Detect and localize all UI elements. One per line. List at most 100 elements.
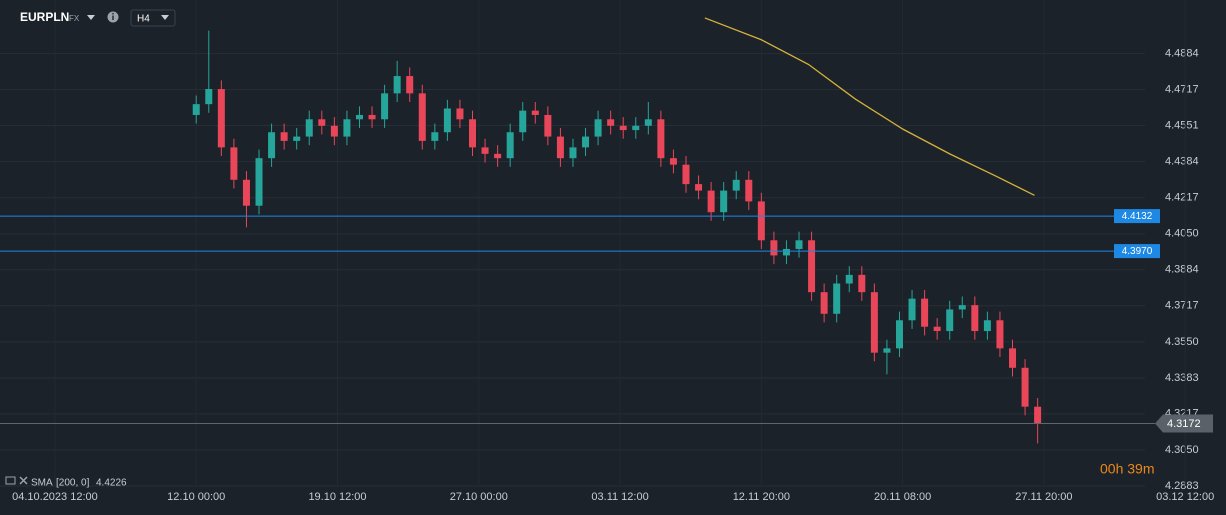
candle-body [393,76,401,94]
candle-body [971,305,979,332]
candle-body [1034,406,1042,424]
candle-body [695,184,703,191]
market: FX [69,14,80,23]
price-level-badge [1114,244,1160,259]
x-tick-label: 04.10.2023 12:00 [12,491,98,503]
candle-body [782,248,790,256]
x-tick-label: 03.11 12:00 [591,491,648,503]
x-tick-label: 12.11 20:00 [733,491,790,503]
candle-body [858,274,866,293]
y-tick-label: 4.4551 [1165,119,1199,131]
candle-body [795,240,803,249]
symbol-dropdown[interactable] [87,15,95,20]
timeframe[interactable]: H4 [137,14,150,25]
indicator-remove-icon[interactable] [19,476,28,485]
y-tick-label: 4.3550 [1165,336,1199,348]
candle-body [833,283,841,314]
candle-body [594,119,602,137]
candle-body [443,108,451,133]
candle-body [870,292,878,353]
y-tick-label: 4.3050 [1165,444,1199,456]
candle-body [958,305,966,310]
candle-body [895,320,903,349]
candle-body [682,164,690,185]
candle-body [381,93,389,120]
candle-body [933,326,941,332]
candle-body [644,119,652,126]
y-tick-label: 4.3717 [1165,300,1199,312]
last-price-badge [1155,414,1213,433]
indicator-settings-icon[interactable] [5,476,16,485]
candle-body [506,132,514,159]
info-icon-glyph [112,13,114,15]
timeframe-box[interactable] [130,9,176,27]
candle-body [330,125,338,137]
candle-body [519,110,527,133]
price-level-label: 4.3970 [1122,246,1153,257]
candle-body [657,119,665,159]
x-tick-label: 20.11 08:00 [874,491,931,503]
info-icon-glyph [112,15,114,20]
y-tick-label: 4.4384 [1165,156,1199,168]
symbol[interactable]: EURPLN [20,10,69,24]
candle-body [192,104,200,115]
candle-body [745,179,753,202]
candle-body [996,320,1004,349]
candle-body [205,89,213,105]
candle-body [544,114,552,137]
candle-body [619,125,627,131]
candle-body [908,298,916,321]
candle-body [808,240,816,293]
candle-body [255,158,263,206]
candle-body [355,114,363,120]
x-tick-label: 19.10 12:00 [308,491,366,503]
candle-body [343,119,351,137]
x-tick-label: 27.10 00:00 [450,491,508,503]
candle-body [946,309,954,332]
candle-body [531,110,539,115]
candle-body [607,119,615,126]
indicator-name: SMA [31,478,53,489]
candle-body [669,158,677,165]
candle-body [556,136,564,159]
price-level-badge [1114,209,1160,224]
candle-body [632,125,640,131]
candle-body [983,320,991,332]
indicator-value: 4.4226 [96,478,127,489]
candle-body [883,348,891,353]
candle-body [481,147,489,154]
candle-body [494,153,502,159]
y-tick-label: 4.3383 [1165,372,1199,384]
y-tick-label: 4.4717 [1165,84,1199,96]
candle-body [569,147,577,159]
x-tick-label: 12.10 00:00 [167,491,225,503]
bar-timer: 00h 39m [1100,461,1154,477]
candle-body [280,132,288,141]
indicator-params: [200, 0] [56,478,90,489]
timeframe-dropdown[interactable] [161,15,169,20]
candle-body [431,132,439,141]
candle-body [456,108,464,120]
candle-body [1021,367,1029,407]
y-tick-label: 4.2883 [1165,480,1199,492]
candle-body [242,179,250,206]
last-price-label: 4.3172 [1167,418,1201,430]
candle-body [418,93,426,141]
candle-body [921,298,929,327]
sma-line [704,17,1035,196]
candle-body [757,201,765,241]
candle-body [406,76,414,94]
candle-body [268,132,276,159]
candle-body [732,179,740,191]
candle-body [1009,348,1017,368]
candle-body [582,136,590,148]
candle-body [770,240,778,256]
candle-body [707,190,715,213]
candle-body [305,119,313,137]
y-tick-label: 4.4217 [1165,192,1199,204]
y-tick-label: 4.3884 [1165,264,1199,276]
price-level-label: 4.4132 [1122,211,1153,222]
candle-body [820,292,828,314]
